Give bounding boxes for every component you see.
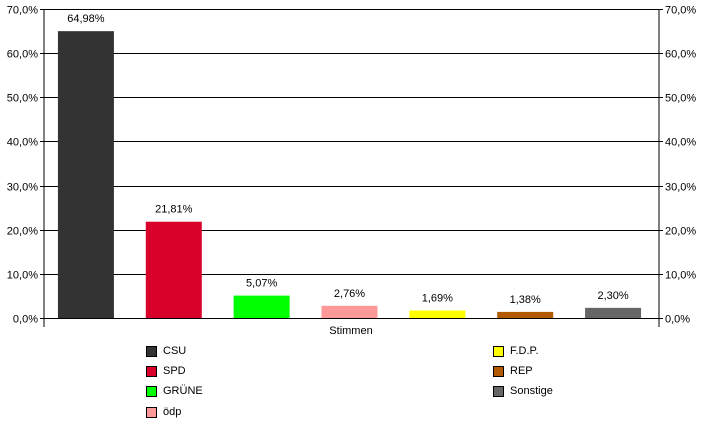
bar-value-label: 21,81% <box>155 204 193 216</box>
legend-label: F.D.P. <box>510 345 539 357</box>
y-tick-label-right: 40,0% <box>665 137 696 149</box>
y-tick-label-left: 70,0% <box>7 5 38 17</box>
legend-label: REP <box>510 365 533 377</box>
bar <box>233 295 290 318</box>
y-tick-label-right: 30,0% <box>665 182 696 194</box>
y-tick-label-left: 10,0% <box>7 270 38 282</box>
y-tick-label-left: 0,0% <box>13 314 38 326</box>
legend-swatch <box>493 346 504 357</box>
bar <box>321 305 378 318</box>
bar-value-label: 5,07% <box>246 278 277 290</box>
y-tick-label-right: 20,0% <box>665 226 696 238</box>
bar <box>585 307 642 318</box>
legend-label: SPD <box>163 365 186 377</box>
legend-swatch <box>146 366 157 377</box>
bar <box>145 221 202 318</box>
bars <box>57 31 642 318</box>
bar-value-label: 2,76% <box>334 288 365 300</box>
y-axis-left-ticks: 0,0% 10,0% 20,0% 30,0% 40,0% 50,0% 60,0% 70,0% <box>7 5 44 326</box>
y-tick-label-right: 70,0% <box>665 5 696 17</box>
bar-value-labels: 64,98% 21,81% 5,07% 2,76% 1,69% 1,38% 2,30% <box>67 13 629 306</box>
y-tick-label-right: 50,0% <box>665 93 696 105</box>
bar-value-label: 1,38% <box>510 294 541 306</box>
y-tick-label-right: 10,0% <box>665 270 696 282</box>
bar <box>497 311 554 318</box>
y-axis-right-ticks: 0,0% 10,0% 20,0% 30,0% 40,0% 50,0% 60,0% 70,0% <box>659 5 696 326</box>
bar-chart: 0,0%10,0%20,0%30,0%40,0%50,0%60,0%70,0% … <box>7 5 697 338</box>
y-tick-label-left: 30,0% <box>7 182 38 194</box>
legend-swatch <box>146 386 157 397</box>
gridlines <box>44 9 659 319</box>
legend-swatch <box>146 346 157 357</box>
legend-swatch <box>493 386 504 397</box>
legend-swatch <box>146 407 157 418</box>
y-tick-label-left: 50,0% <box>7 93 38 105</box>
y-tick-label-left: 60,0% <box>7 49 38 61</box>
legend-label: GRÜNE <box>163 385 203 397</box>
x-axis-label: Stimmen <box>329 325 372 337</box>
axes <box>43 9 660 327</box>
y-tick-label-left: 40,0% <box>7 137 38 149</box>
bar <box>57 31 114 318</box>
y-tick-label-right: 0,0% <box>665 314 690 326</box>
bar-value-label: 64,98% <box>67 13 105 25</box>
y-tick-label-right: 60,0% <box>665 49 696 61</box>
legend-label: Sonstige <box>510 385 553 397</box>
legend-swatch <box>493 366 504 377</box>
bar-value-label: 1,69% <box>422 293 453 305</box>
bar-value-label: 2,30% <box>597 290 628 302</box>
y-tick-label-left: 20,0% <box>7 226 38 238</box>
legend-label: CSU <box>163 345 187 357</box>
legend-label: ödp <box>163 406 182 418</box>
bar <box>409 310 466 318</box>
